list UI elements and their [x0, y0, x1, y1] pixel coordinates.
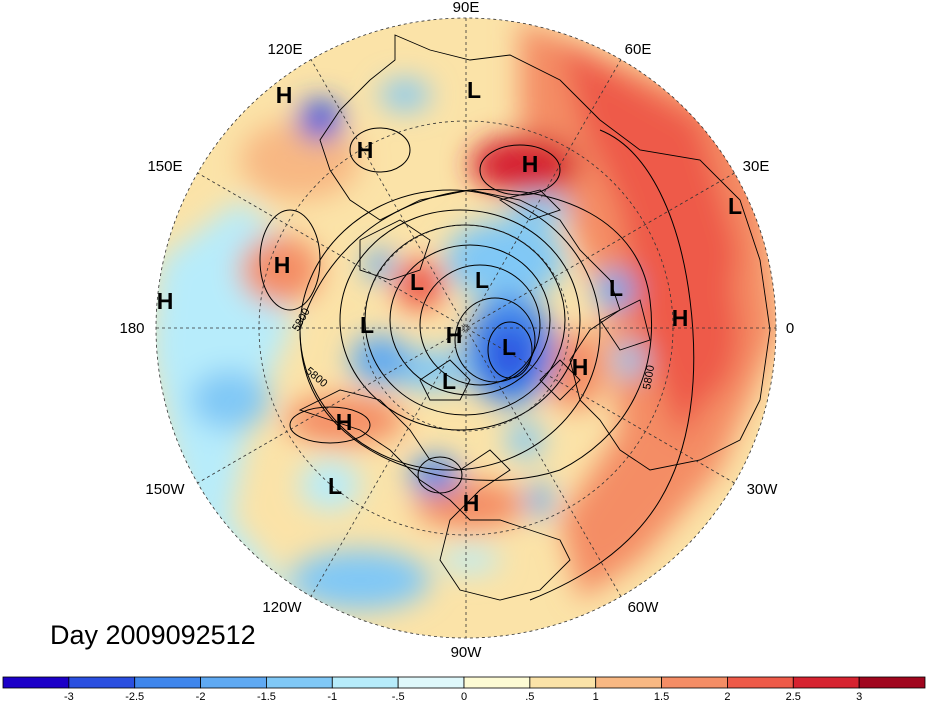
high-marker: H [274, 252, 291, 278]
colorbar-tick-label: 0 [461, 691, 467, 702]
colorbar-box [595, 676, 662, 689]
colorbar-tick-label: -1 [327, 691, 337, 702]
low-marker: L [328, 473, 342, 499]
colorbar-box [727, 676, 794, 689]
colorbar-tick-label: 3 [856, 691, 862, 702]
colorbar-box [134, 676, 201, 689]
pressure-centers: H L H H L H H L L L H L H L L H H L H [157, 77, 742, 516]
longitude-labels: 90E 60E 30E 0 30W 60W 90W 120W 150W 180 … [119, 0, 794, 661]
lon-label-30w: 30W [747, 481, 779, 498]
low-marker: L [475, 267, 489, 293]
high-marker: H [357, 137, 374, 163]
lon-label-150w: 150W [145, 481, 185, 498]
lon-label-60w: 60W [628, 599, 660, 616]
colorbar-boxes [2, 676, 926, 689]
map-border [155, 17, 777, 639]
low-marker: L [360, 312, 374, 338]
colorbar-tick-label: .5 [525, 691, 534, 702]
low-marker: L [442, 368, 456, 394]
high-marker: H [276, 82, 293, 108]
colorbar-box [2, 676, 70, 689]
colorbar-box [266, 676, 333, 689]
graticule [156, 18, 776, 638]
lon-label-120w: 120W [262, 599, 302, 616]
low-marker: L [502, 334, 516, 360]
high-marker: H [446, 322, 463, 348]
contour-label: 5800 [641, 364, 657, 390]
low-marker: L [609, 275, 623, 301]
colorbar-box [792, 676, 860, 689]
colorbar-box [529, 676, 597, 689]
colorbar-box [463, 676, 531, 689]
low-marker: L [467, 77, 481, 103]
high-marker: H [463, 490, 480, 516]
colorbar-tick-label: -.5 [392, 691, 405, 702]
colorbar-tick-label: -1.5 [257, 691, 276, 702]
colorbar-tick-label: 2 [724, 691, 730, 702]
high-marker: H [157, 288, 174, 314]
colorbar: -3 -2.5 -2 -1.5 -1 -.5 0 .5 1 1.5 2 2.5 3 [2, 676, 926, 702]
colorbar-box [858, 676, 926, 689]
date-label: Day 2009092512 [50, 620, 256, 650]
colorbar-box [397, 676, 465, 689]
low-marker: L [728, 193, 742, 219]
colorbar-tick-label: 1.5 [654, 691, 669, 702]
colorbar-box [661, 676, 728, 689]
colorbar-tick-label: -2.5 [125, 691, 144, 702]
low-marker: L [410, 269, 424, 295]
colorbar-tick-label: 2.5 [786, 691, 801, 702]
high-marker: H [572, 354, 589, 380]
colorbar-tick-label: -3 [64, 691, 74, 702]
high-marker: H [522, 151, 539, 177]
colorbar-box [200, 676, 267, 689]
polar-map: 5800 5800 5800 H L H H L H H L L L H L H… [119, 0, 794, 661]
lon-label-120e: 120E [267, 41, 302, 58]
colorbar-box [68, 676, 136, 689]
colorbar-tick-label: 1 [593, 691, 599, 702]
height-contours [259, 127, 695, 601]
lon-label-0: 0 [786, 320, 794, 337]
lon-label-90w: 90W [451, 644, 483, 661]
lon-label-90e: 90E [453, 0, 480, 16]
lon-label-60e: 60E [625, 41, 652, 58]
high-marker: H [336, 409, 353, 435]
lon-label-30e: 30E [743, 158, 770, 175]
lon-label-180: 180 [119, 320, 144, 337]
high-marker: H [672, 305, 689, 331]
anomaly-field [156, 18, 776, 638]
colorbar-tick-label: -2 [196, 691, 206, 702]
lon-label-150e: 150E [147, 158, 182, 175]
colorbar-box [331, 676, 399, 689]
colorbar-ticks: -3 -2.5 -2 -1.5 -1 -.5 0 .5 1 1.5 2 2.5 3 [64, 691, 862, 702]
